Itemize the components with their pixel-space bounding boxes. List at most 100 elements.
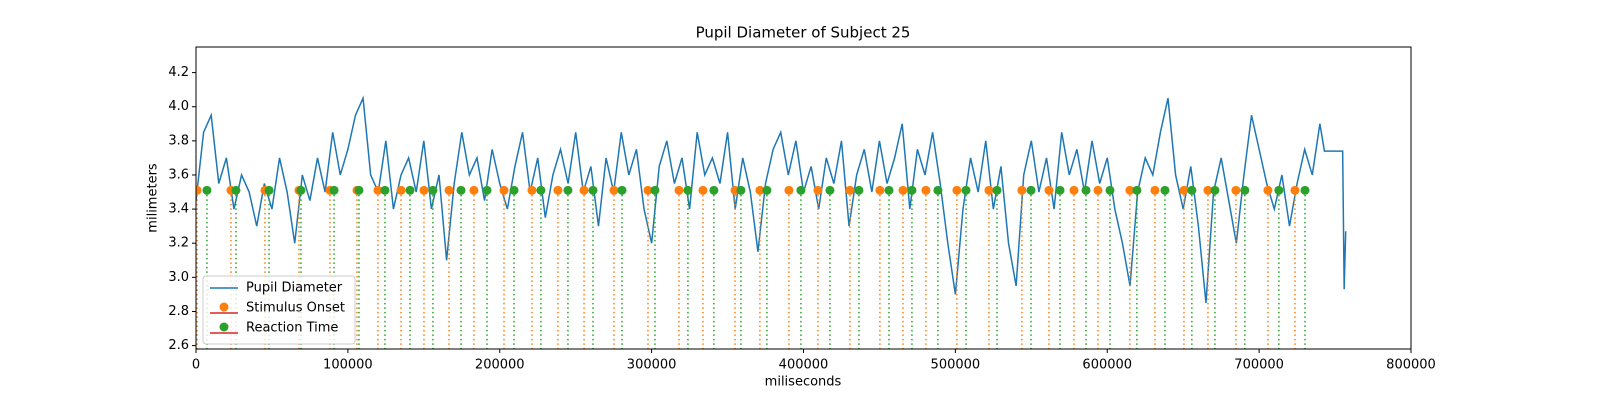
stem-marker xyxy=(536,185,546,195)
stem-marker xyxy=(1105,185,1115,195)
stem-marker xyxy=(813,185,823,195)
stem-marker xyxy=(380,185,390,195)
stem-marker xyxy=(1231,185,1241,195)
stem-marker xyxy=(755,185,765,195)
stem-marker xyxy=(373,185,383,195)
stem-marker xyxy=(405,185,415,195)
x-tick-label: 500000 xyxy=(931,358,981,373)
chart-title: Pupil Diameter of Subject 25 xyxy=(696,24,911,42)
x-axis-label: miliseconds xyxy=(765,375,842,390)
stem-marker xyxy=(961,185,971,195)
stem-marker xyxy=(231,185,241,195)
stem-marker xyxy=(683,185,693,195)
stem-marker xyxy=(499,185,509,195)
y-tick-label: 3.6 xyxy=(168,167,189,182)
stem-marker xyxy=(907,185,917,195)
y-tick-label: 3.8 xyxy=(168,133,189,148)
stem-marker xyxy=(674,185,684,195)
stem-marker xyxy=(1150,185,1160,195)
pupil-line xyxy=(196,95,1347,304)
stem-marker xyxy=(609,185,619,195)
stem-marker xyxy=(1026,185,1036,195)
stem-marker xyxy=(643,185,653,195)
x-tick-label: 100000 xyxy=(323,358,373,373)
x-tick-label: 800000 xyxy=(1386,358,1436,373)
y-tick-label: 3.4 xyxy=(168,202,189,217)
stem-marker xyxy=(1081,185,1091,195)
stem-marker xyxy=(1203,185,1213,195)
stem-marker xyxy=(1263,185,1273,195)
stem-marker xyxy=(1160,185,1170,195)
stem-marker xyxy=(845,185,855,195)
stem-marker xyxy=(563,185,573,195)
stem-marker xyxy=(796,185,806,195)
stem-marker xyxy=(854,185,864,195)
y-tick-label: 3.2 xyxy=(168,236,189,251)
stem-marker xyxy=(1300,185,1310,195)
stem-marker xyxy=(482,185,492,195)
stem-marker xyxy=(1069,185,1079,195)
legend-marker xyxy=(219,322,229,332)
x-tick-label: 200000 xyxy=(475,358,525,373)
stem-marker xyxy=(825,185,835,195)
stem-marker xyxy=(933,185,943,195)
stem-marker xyxy=(1125,185,1135,195)
stem-marker xyxy=(698,185,708,195)
legend-box xyxy=(202,275,356,345)
stem-marker xyxy=(784,185,794,195)
stem-marker xyxy=(296,185,306,195)
y-tick-label: 3.0 xyxy=(168,270,189,285)
stem-marker xyxy=(202,185,212,195)
legend-label: Pupil Diameter xyxy=(246,281,343,296)
stem-marker xyxy=(196,185,202,195)
stem-marker xyxy=(527,185,537,195)
y-axis-label: milimeters xyxy=(146,163,161,233)
stem-marker xyxy=(884,185,894,195)
stem-marker xyxy=(952,185,962,195)
y-tick-label: 2.8 xyxy=(168,304,189,319)
x-tick-label: 600000 xyxy=(1082,358,1132,373)
y-tick-label: 2.6 xyxy=(168,338,189,353)
stem-marker xyxy=(1274,185,1284,195)
legend-label: Reaction Time xyxy=(246,321,338,336)
plot-area xyxy=(196,95,1347,349)
stem-marker xyxy=(762,185,772,195)
stem-marker xyxy=(984,185,994,195)
stem-marker xyxy=(1132,185,1142,195)
stem-marker xyxy=(1044,185,1054,195)
stem-marker xyxy=(1290,185,1300,195)
stem-marker xyxy=(1210,185,1220,195)
stem-marker xyxy=(329,185,339,195)
stem-marker xyxy=(264,185,274,195)
y-tick-label: 4.2 xyxy=(168,65,189,80)
stem-marker xyxy=(875,185,885,195)
stem-marker xyxy=(650,185,660,195)
stem-marker xyxy=(396,185,406,195)
stem-marker xyxy=(736,185,746,195)
stem-marker xyxy=(469,185,479,195)
stem-marker xyxy=(1240,185,1250,195)
stem-marker xyxy=(553,185,563,195)
stem-marker xyxy=(579,185,589,195)
y-tick-label: 4.0 xyxy=(168,99,189,114)
stem-marker xyxy=(456,185,466,195)
stem-marker xyxy=(444,185,454,195)
x-tick-label: 0 xyxy=(192,358,200,373)
stem-marker xyxy=(509,185,519,195)
x-tick-label: 400000 xyxy=(779,358,829,373)
stem-marker xyxy=(709,185,719,195)
legend-marker xyxy=(219,302,229,312)
stem-marker xyxy=(1093,185,1103,195)
stem-marker xyxy=(588,185,598,195)
stem-marker xyxy=(921,185,931,195)
x-tick-label: 300000 xyxy=(627,358,677,373)
stem-marker xyxy=(419,185,429,195)
x-tick-label: 700000 xyxy=(1234,358,1284,373)
stem-marker xyxy=(992,185,1002,195)
stem-marker xyxy=(354,185,364,195)
stem-marker xyxy=(1017,185,1027,195)
stem-marker xyxy=(428,185,438,195)
legend-label: Stimulus Onset xyxy=(246,301,345,316)
stem-marker xyxy=(1055,185,1065,195)
